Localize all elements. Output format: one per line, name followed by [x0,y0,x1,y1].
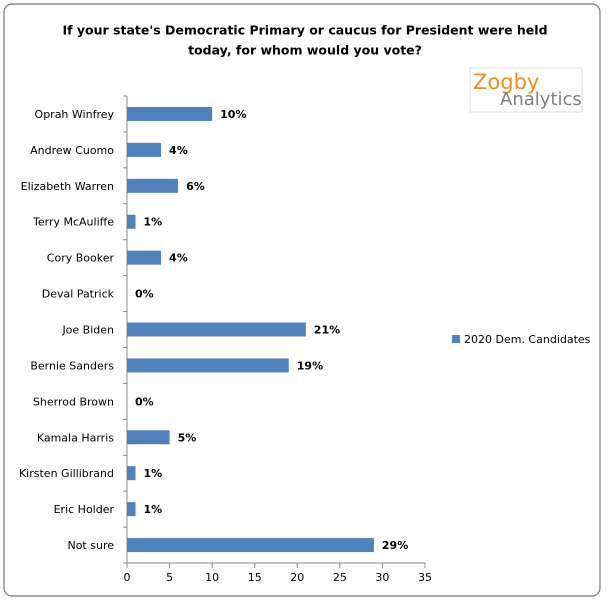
x-tick-label: 30 [375,571,389,584]
bar [127,322,306,337]
x-tick-label: 5 [166,571,173,584]
data-label: 21% [314,324,340,337]
bar [127,466,136,481]
logo-text: Analytics [500,89,582,110]
chart-title: If your state's Democratic Primary or ca… [62,23,547,38]
y-tick-label: Kamala Harris [37,431,114,444]
y-tick-label: Kirsten Gillibrand [19,467,114,480]
data-label: 1% [144,467,163,480]
y-tick-label: Elizabeth Warren [21,180,114,193]
bar [127,502,136,517]
bar [127,538,374,553]
data-label: 0% [135,288,154,301]
logo-box [469,67,583,113]
y-tick-label: Oprah Winfrey [35,108,115,121]
x-tick-label: 35 [418,571,432,584]
y-tick-label: Joe Biden [61,324,114,337]
bar [127,178,179,193]
data-label: 29% [382,539,408,552]
data-label: 4% [169,252,188,265]
x-tick-label: 10 [205,571,219,584]
y-tick-label: Deval Patrick [42,288,115,301]
data-label: 1% [144,216,163,229]
data-label: 4% [169,144,188,157]
data-label: 1% [144,503,163,516]
data-label: 19% [297,359,323,372]
bar [127,250,162,265]
legend-swatch [452,335,460,343]
bar [127,142,162,157]
legend-label: 2020 Dem. Candidates [464,333,591,346]
y-tick-label: Bernie Sanders [30,359,114,372]
bar [127,430,170,445]
y-tick-label: Cory Booker [47,252,115,265]
logo-text: Zogby [473,70,539,94]
data-label: 5% [178,431,197,444]
bar [127,106,213,121]
data-label: 0% [135,395,154,408]
bar [127,358,289,373]
y-tick-label: Terry McAuliffe [32,216,114,229]
y-tick-label: Andrew Cuomo [30,144,114,157]
y-tick-label: Eric Holder [54,503,115,516]
x-tick-label: 25 [333,571,347,584]
chart-title: today, for whom would you vote? [188,43,422,58]
x-tick-label: 15 [248,571,262,584]
x-tick-label: 20 [290,571,304,584]
y-tick-label: Not sure [67,539,114,552]
data-label: 6% [186,180,205,193]
data-label: 10% [220,108,246,121]
bar [127,214,136,229]
y-tick-label: Sherrod Brown [33,395,114,408]
x-tick-label: 0 [124,571,131,584]
